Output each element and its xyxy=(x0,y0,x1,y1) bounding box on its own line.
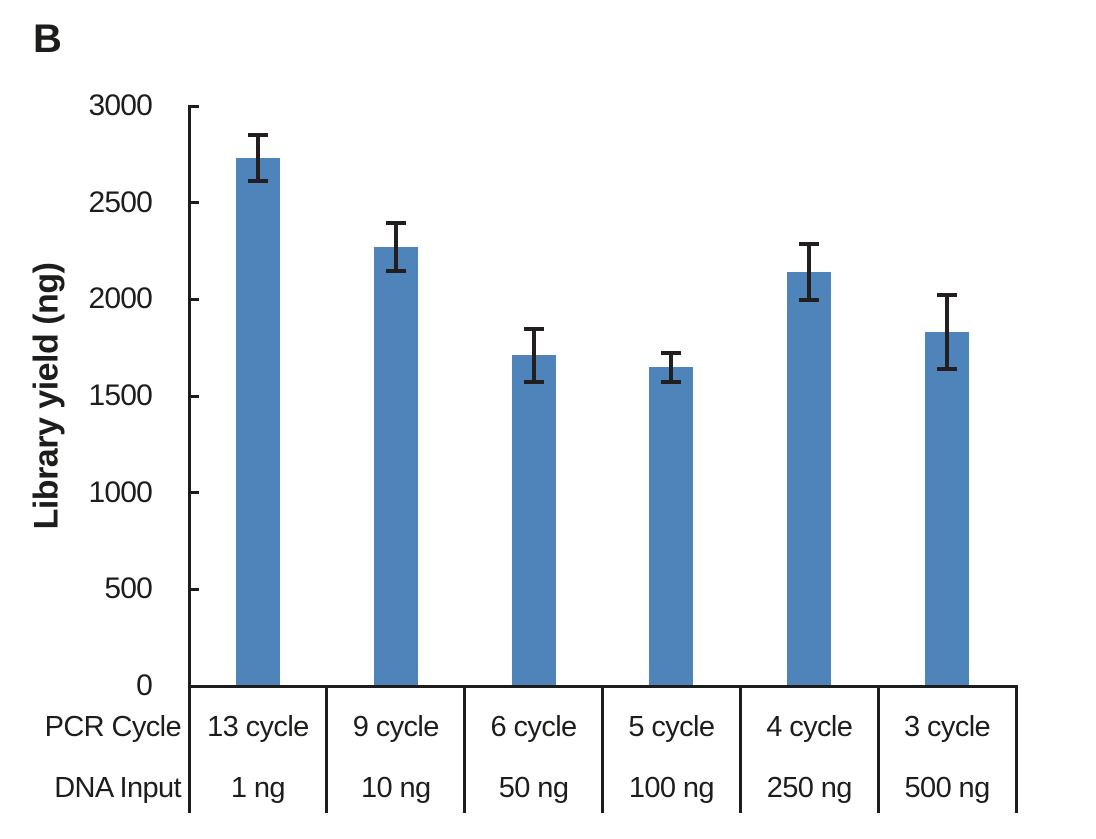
table-cell: 100 ng xyxy=(628,772,715,804)
table-column-divider xyxy=(738,686,742,813)
table-cell: 3 cycle xyxy=(904,711,991,743)
error-bar-cap-bottom xyxy=(247,179,268,184)
error-bar-cap-top xyxy=(937,293,958,298)
table-cell: 9 cycle xyxy=(352,711,440,743)
error-bar-cap-bottom xyxy=(937,366,958,371)
panel-label: B xyxy=(33,17,62,61)
bar xyxy=(787,272,832,686)
table-cell: 500 ng xyxy=(904,772,991,804)
table-cell: 5 cycle xyxy=(628,711,715,743)
y-axis-tick-label: 3000 xyxy=(88,89,152,122)
error-bar-line xyxy=(945,295,950,369)
table-cell: 10 ng xyxy=(360,772,431,804)
bar xyxy=(511,355,556,686)
y-axis-tick xyxy=(189,297,199,301)
bar xyxy=(235,158,280,686)
bar xyxy=(649,367,694,686)
table-column-divider xyxy=(1014,686,1018,813)
error-bar-cap-top xyxy=(523,327,544,332)
bar xyxy=(373,247,418,686)
y-axis-tick-label: 2500 xyxy=(88,185,152,219)
error-bar-line xyxy=(255,135,260,182)
table-column-divider xyxy=(876,686,880,813)
error-bar-line xyxy=(393,222,398,272)
y-axis-tick xyxy=(189,587,199,591)
table-row-label: PCR Cycle xyxy=(44,711,182,743)
y-axis-tick-label: 2000 xyxy=(88,282,152,316)
table-cell: 1 ng xyxy=(230,772,286,804)
error-bar-cap-bottom xyxy=(661,379,682,384)
y-axis-tick-label: 1500 xyxy=(88,379,152,412)
y-axis-tick-label: 0 xyxy=(136,669,153,702)
error-bar-line xyxy=(531,329,536,382)
error-bar-cap-bottom xyxy=(385,269,406,274)
y-axis-tick xyxy=(189,104,199,108)
y-axis-tick xyxy=(189,491,199,495)
y-axis-tick xyxy=(189,201,199,205)
bar xyxy=(925,332,970,686)
error-bar-line xyxy=(669,352,674,382)
table-cell: 6 cycle xyxy=(490,711,578,743)
y-axis-tick xyxy=(189,394,199,398)
table-column-divider xyxy=(601,686,604,813)
table-column-divider xyxy=(325,686,329,813)
error-bar-cap-bottom xyxy=(799,298,820,303)
table-cell: 13 cycle xyxy=(207,711,309,743)
table-cell: 250 ng xyxy=(766,772,853,804)
table-column-divider xyxy=(187,686,191,813)
error-bar-cap-top xyxy=(799,242,820,247)
table-cell: 50 ng xyxy=(498,772,569,804)
y-axis-tick-label: 500 xyxy=(104,572,152,606)
y-axis-tick-label: 1000 xyxy=(88,475,152,509)
table-cell: 4 cycle xyxy=(766,711,853,743)
error-bar-cap-top xyxy=(385,220,406,225)
error-bar-cap-top xyxy=(247,133,268,137)
error-bar-cap-top xyxy=(661,350,682,355)
table-row-label: DNA Input xyxy=(54,772,181,804)
table-column-divider xyxy=(463,686,467,813)
error-bar-line xyxy=(807,244,812,301)
error-bar-cap-bottom xyxy=(523,379,544,384)
